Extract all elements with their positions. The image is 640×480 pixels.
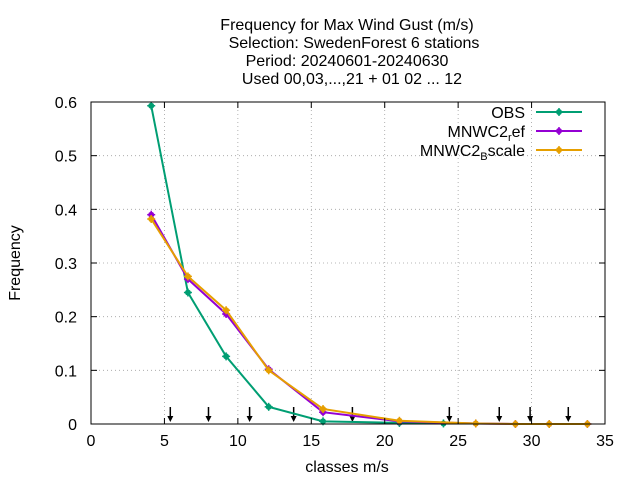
y-tick-label: 0.4 bbox=[55, 202, 77, 219]
x-tick-label: 20 bbox=[376, 433, 394, 450]
x-tick-label: 0 bbox=[87, 433, 96, 450]
title-line-2: Selection: SwedenForest 6 stations bbox=[229, 35, 480, 52]
arrow-head bbox=[167, 416, 174, 422]
title-line-1: Frequency for Max Wind Gust (m/s) bbox=[220, 17, 473, 34]
series-mnwc2bscale bbox=[147, 214, 592, 428]
x-axis-ticks: 0 5 10 15 20 25 30 35 bbox=[87, 102, 614, 450]
y-tick-label: 0.6 bbox=[55, 95, 77, 112]
arrow-head bbox=[290, 416, 297, 422]
legend-label: OBS bbox=[491, 105, 525, 122]
legend-label: MNWC2ref bbox=[448, 124, 526, 144]
arrow-head bbox=[246, 416, 253, 422]
arrow-marker bbox=[565, 407, 572, 422]
y-tick-label: 0.3 bbox=[55, 256, 77, 273]
legend-item: MNWC2ref bbox=[448, 124, 582, 144]
arrow-markers bbox=[167, 407, 572, 422]
series-obs bbox=[147, 101, 448, 428]
x-tick-label: 15 bbox=[302, 433, 320, 450]
series-line bbox=[150, 218, 588, 425]
arrow-head bbox=[446, 416, 453, 422]
chart-title: Frequency for Max Wind Gust (m/s) Select… bbox=[220, 17, 479, 88]
arrow-head bbox=[349, 416, 356, 422]
y-axis-ticks: 0 0.1 0.2 0.3 0.4 0.5 0.6 bbox=[55, 95, 605, 434]
y-tick-label: 0.5 bbox=[55, 149, 77, 166]
arrow-head bbox=[565, 416, 572, 422]
arrow-head bbox=[496, 416, 503, 422]
x-axis-label: classes m/s bbox=[305, 459, 389, 476]
arrow-marker bbox=[496, 407, 503, 422]
title-line-3: Period: 20240601-20240630 bbox=[246, 53, 449, 70]
legend-label: MNWC2Bscale bbox=[420, 143, 525, 163]
x-tick-label: 30 bbox=[523, 433, 541, 450]
title-line-4: Used 00,03,...,21 + 01 02 ... 12 bbox=[242, 71, 462, 88]
y-tick-label: 0 bbox=[68, 417, 77, 434]
x-tick-label: 35 bbox=[596, 433, 614, 450]
arrow-marker bbox=[446, 407, 453, 422]
x-tick-label: 5 bbox=[160, 433, 169, 450]
x-tick-label: 25 bbox=[449, 433, 467, 450]
y-axis-label: Frequency bbox=[7, 225, 24, 301]
arrow-head bbox=[527, 416, 534, 422]
grid bbox=[91, 102, 605, 424]
arrow-marker bbox=[205, 407, 212, 422]
series-line bbox=[150, 105, 444, 425]
arrow-marker bbox=[246, 407, 253, 422]
legend-item: OBS bbox=[491, 105, 582, 122]
arrow-marker bbox=[167, 407, 174, 422]
legend-item: MNWC2Bscale bbox=[420, 143, 582, 163]
series-line bbox=[150, 214, 588, 425]
arrow-head bbox=[205, 416, 212, 422]
arrow-marker bbox=[527, 407, 534, 422]
y-tick-label: 0.2 bbox=[55, 310, 77, 327]
x-tick-label: 10 bbox=[229, 433, 247, 450]
y-tick-label: 0.1 bbox=[55, 363, 77, 380]
series-mnwc2ref bbox=[147, 210, 592, 428]
